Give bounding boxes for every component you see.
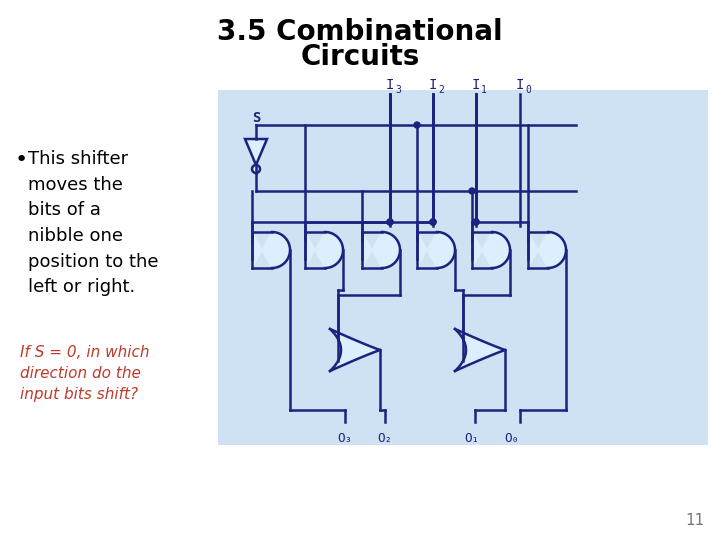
Circle shape (473, 219, 479, 225)
Text: O₃: O₃ (338, 432, 353, 445)
Text: This shifter
moves the
bits of a
nibble one
position to the
left or right.: This shifter moves the bits of a nibble … (28, 150, 158, 296)
Polygon shape (472, 232, 510, 268)
Text: 11: 11 (685, 513, 705, 528)
Circle shape (430, 219, 436, 225)
Text: 2: 2 (438, 85, 444, 95)
Circle shape (430, 219, 436, 225)
Text: S: S (252, 111, 260, 125)
Text: O₂: O₂ (377, 432, 392, 445)
Polygon shape (330, 329, 380, 371)
Text: I: I (472, 78, 480, 92)
Polygon shape (252, 232, 290, 268)
Text: 0: 0 (525, 85, 531, 95)
Circle shape (473, 219, 479, 225)
Circle shape (414, 122, 420, 128)
Polygon shape (417, 232, 455, 268)
Polygon shape (245, 139, 267, 165)
Polygon shape (455, 329, 505, 371)
Text: 3: 3 (395, 85, 401, 95)
Circle shape (469, 188, 475, 194)
Polygon shape (528, 232, 566, 268)
Circle shape (252, 165, 260, 173)
Text: O₁: O₁ (464, 432, 480, 445)
Text: 1: 1 (481, 85, 487, 95)
Text: Circuits: Circuits (300, 43, 420, 71)
Text: •: • (15, 150, 28, 170)
Text: O₀: O₀ (505, 432, 520, 445)
Text: I: I (516, 78, 524, 92)
Circle shape (387, 219, 393, 225)
Polygon shape (362, 232, 400, 268)
Text: If S = 0, in which
direction do the
input bits shift?: If S = 0, in which direction do the inpu… (20, 345, 150, 402)
Circle shape (387, 219, 393, 225)
Polygon shape (305, 232, 343, 268)
Text: I: I (386, 78, 394, 92)
Text: 3.5 Combinational: 3.5 Combinational (217, 18, 503, 46)
FancyBboxPatch shape (218, 90, 708, 445)
Text: I: I (429, 78, 437, 92)
